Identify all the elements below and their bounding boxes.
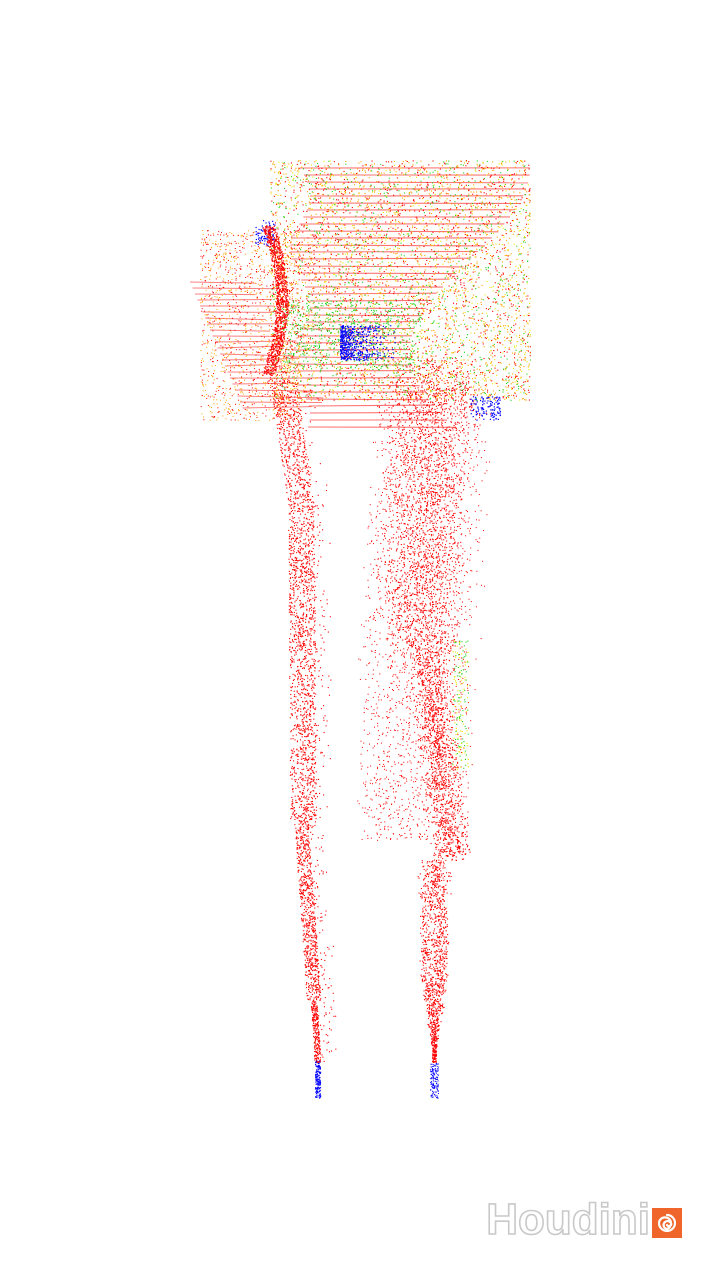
houdini-wordmark: Houdini bbox=[485, 1195, 650, 1244]
houdini-watermark: Houdini bbox=[485, 1195, 682, 1244]
houdini-swirl-icon bbox=[652, 1208, 682, 1238]
